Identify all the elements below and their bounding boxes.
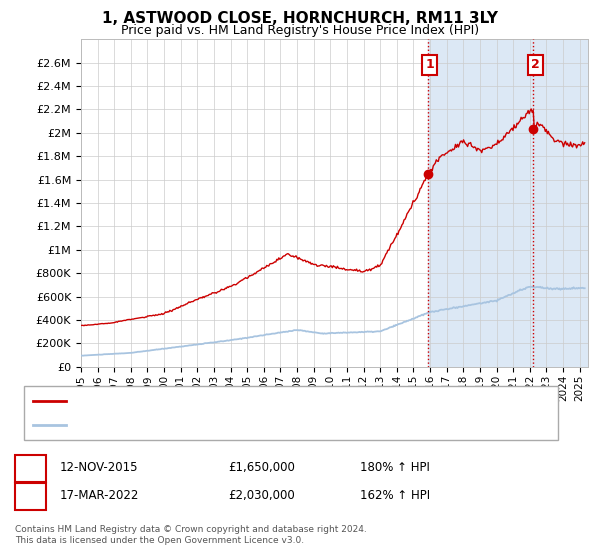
Text: £1,650,000: £1,650,000 xyxy=(228,461,295,474)
Text: 1: 1 xyxy=(425,58,434,72)
Text: 180% ↑ HPI: 180% ↑ HPI xyxy=(360,461,430,474)
Bar xyxy=(533,39,588,367)
Text: HPI: Average price, detached house, Havering: HPI: Average price, detached house, Have… xyxy=(72,419,312,430)
Text: 2: 2 xyxy=(26,489,35,502)
Text: 1: 1 xyxy=(26,461,35,474)
Text: £2,030,000: £2,030,000 xyxy=(228,489,295,502)
Bar xyxy=(428,39,588,367)
Text: 17-MAR-2022: 17-MAR-2022 xyxy=(60,489,139,502)
Text: 1, ASTWOOD CLOSE, HORNCHURCH, RM11 3LY (detached house): 1, ASTWOOD CLOSE, HORNCHURCH, RM11 3LY (… xyxy=(72,396,410,407)
Text: 1, ASTWOOD CLOSE, HORNCHURCH, RM11 3LY: 1, ASTWOOD CLOSE, HORNCHURCH, RM11 3LY xyxy=(102,11,498,26)
Text: Contains HM Land Registry data © Crown copyright and database right 2024.
This d: Contains HM Land Registry data © Crown c… xyxy=(15,525,367,545)
Text: 12-NOV-2015: 12-NOV-2015 xyxy=(60,461,139,474)
Text: 2: 2 xyxy=(532,58,540,72)
Text: Price paid vs. HM Land Registry's House Price Index (HPI): Price paid vs. HM Land Registry's House … xyxy=(121,24,479,36)
Text: 162% ↑ HPI: 162% ↑ HPI xyxy=(360,489,430,502)
